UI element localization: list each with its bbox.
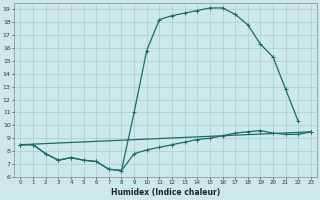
X-axis label: Humidex (Indice chaleur): Humidex (Indice chaleur) (111, 188, 220, 197)
